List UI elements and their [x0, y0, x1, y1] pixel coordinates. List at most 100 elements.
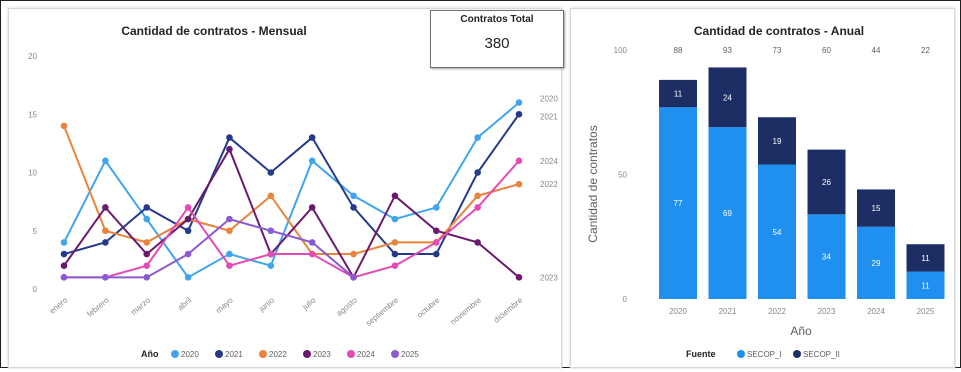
bar-label-secop-ii-2022: 19	[773, 137, 782, 146]
data-point-2023-enero	[60, 262, 68, 269]
data-point-2021-agosto	[350, 204, 357, 211]
data-point-2023-octubre	[432, 227, 440, 235]
series-line-2021	[63, 113, 520, 256]
bar-total-2025: 22	[921, 46, 930, 55]
data-point-2024-abril	[184, 204, 192, 211]
x-tick-label-abril: abril	[176, 295, 194, 312]
legend-label-2023: 2023	[313, 350, 331, 359]
bar-secop-ii-2023	[807, 149, 846, 215]
legend-marker-SECOP_I	[737, 350, 745, 358]
legend-marker-SECOP_II	[793, 350, 801, 358]
total-contracts-card[interactable]: Contratos Total 380	[430, 10, 564, 68]
data-point-2022-septiembre	[391, 239, 399, 246]
annual-chart-title: Cantidad de contratos - Anual	[694, 24, 864, 38]
end-label-2022: 2022	[540, 180, 558, 189]
y-tick-label: 5	[33, 227, 38, 236]
bar-y-tick-label: 0	[623, 295, 628, 304]
data-point-2024-junio	[267, 250, 275, 258]
series-line-2020	[63, 101, 520, 279]
legend-label-2020: 2020	[181, 350, 199, 359]
data-point-2025-junio	[267, 227, 275, 235]
data-point-2022-marzo	[143, 239, 151, 246]
data-point-2020-abril	[184, 274, 192, 281]
end-label-2024: 2024	[540, 157, 558, 166]
bar-secop-ii-2022	[758, 117, 796, 165]
data-point-2023-febrero	[102, 204, 109, 211]
legend-label-2024: 2024	[357, 350, 375, 359]
bar-secop-ii-2025	[906, 244, 945, 272]
data-point-2021-julio	[308, 134, 316, 141]
data-point-2023-diciembre	[515, 274, 523, 281]
data-point-2021-enero	[60, 250, 68, 258]
total-contracts-label: Contratos Total	[460, 14, 534, 25]
bar-secop-i-2023	[807, 214, 846, 299]
x-tick-label-mayo: mayo	[214, 295, 235, 315]
legend-marker-2022	[259, 350, 267, 358]
bar-total-2023: 60	[822, 46, 831, 55]
data-point-2022-mayo	[226, 227, 233, 235]
series-line-2023	[63, 146, 520, 280]
annual-chart-panel[interactable]: Cantidad de contratos - Anual Cantidad d…	[570, 8, 955, 368]
legend-label-2025: 2025	[401, 350, 419, 359]
bar-label-secop-ii-2021: 24	[723, 93, 732, 102]
bar-x-tick-2023: 2023	[818, 307, 836, 316]
legend-marker-2024	[347, 350, 355, 358]
legend-label-SECOP_II: SECOP_II	[803, 350, 840, 359]
data-point-2025-marzo	[143, 274, 151, 281]
series-line-2025	[64, 217, 355, 279]
year-legend-title: Año	[141, 349, 159, 359]
data-point-2024-septiembre	[391, 262, 399, 269]
data-point-2020-mayo	[226, 250, 233, 258]
bar-secop-i-2025	[906, 271, 945, 299]
bar-y-tick-label: 100	[614, 46, 628, 55]
data-point-2020-marzo	[143, 215, 151, 223]
data-point-2021-septiembre	[391, 250, 399, 258]
data-point-2023-septiembre	[391, 192, 399, 200]
x-tick-label-julio: julio	[300, 295, 318, 312]
end-label-2023: 2023	[540, 273, 558, 282]
bar-x-tick-2025: 2025	[917, 307, 935, 316]
data-point-2020-noviembre	[474, 134, 481, 141]
data-point-2022-enero	[60, 122, 68, 130]
data-point-2021-octubre	[432, 250, 440, 258]
bar-x-tick-2020: 2020	[669, 307, 687, 316]
bar-label-secop-ii-2023: 26	[822, 178, 831, 187]
data-point-2020-diciembre	[515, 99, 523, 106]
y-tick-label: 0	[33, 285, 38, 294]
data-point-2020-septiembre	[391, 215, 399, 223]
source-legend-title: Fuente	[686, 349, 716, 359]
bar-secop-ii-2021	[708, 67, 747, 128]
bar-label-secop-ii-2025: 11	[921, 254, 930, 263]
bar-label-secop-ii-2024: 15	[872, 204, 881, 213]
annual-bar-chart: Cantidad de contratos - Anual Cantidad d…	[586, 24, 945, 359]
data-point-2023-noviembre	[474, 239, 481, 246]
legend-marker-2023	[303, 350, 311, 358]
legend-marker-2025	[391, 350, 399, 358]
data-point-2020-febrero	[102, 157, 109, 165]
data-point-2024-julio	[308, 250, 316, 258]
data-point-2020-agosto	[350, 192, 357, 200]
data-point-2022-agosto	[350, 250, 357, 258]
data-point-2025-febrero	[102, 274, 109, 281]
data-point-2025-julio	[308, 239, 316, 246]
data-point-2024-mayo	[226, 262, 233, 269]
data-point-2020-octubre	[432, 204, 440, 211]
bar-secop-i-2021	[708, 127, 747, 299]
data-point-2022-junio	[267, 192, 275, 200]
data-point-2024-noviembre	[474, 204, 481, 211]
bar-label-secop-i-2023: 34	[822, 253, 831, 262]
legend-label-2021: 2021	[225, 350, 243, 359]
bar-x-tick-2021: 2021	[719, 307, 737, 316]
data-point-2025-agosto	[350, 274, 357, 281]
data-point-2023-mayo	[226, 145, 233, 153]
y-tick-label: 15	[28, 110, 37, 119]
bar-label-secop-i-2020: 77	[674, 199, 683, 208]
data-point-2024-marzo	[143, 262, 151, 269]
data-point-2020-julio	[308, 157, 316, 165]
data-point-2021-noviembre	[474, 169, 481, 176]
bar-secop-i-2020	[659, 107, 697, 300]
data-point-2023-marzo	[143, 250, 151, 258]
data-point-2025-enero	[60, 274, 68, 281]
bar-secop-i-2022	[758, 164, 796, 299]
series-line-2022	[63, 125, 520, 256]
